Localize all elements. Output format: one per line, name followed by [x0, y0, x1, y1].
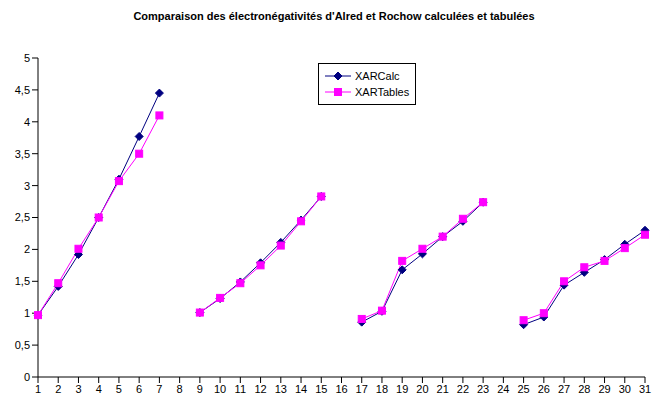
svg-text:19: 19: [396, 383, 408, 395]
svg-text:24: 24: [497, 383, 509, 395]
svg-text:3: 3: [24, 180, 30, 192]
svg-text:25: 25: [517, 383, 529, 395]
svg-text:9: 9: [197, 383, 203, 395]
svg-text:23: 23: [477, 383, 489, 395]
svg-text:3: 3: [75, 383, 81, 395]
svg-text:5: 5: [116, 383, 122, 395]
svg-text:18: 18: [376, 383, 388, 395]
html-text:XARTables: XARTables: [355, 86, 410, 98]
svg-text:28: 28: [578, 383, 590, 395]
svg-text:1: 1: [35, 383, 41, 395]
svg-text:16: 16: [335, 383, 347, 395]
svg-text:12: 12: [254, 383, 266, 395]
svg-text:5: 5: [24, 52, 30, 64]
svg-text:17: 17: [356, 383, 368, 395]
svg-text:4: 4: [24, 116, 30, 128]
svg-text:10: 10: [214, 383, 226, 395]
html-text:Comparaison des électronégativ: Comparaison des électronégativités d'Alr…: [133, 10, 535, 22]
svg-text:21: 21: [437, 383, 449, 395]
svg-text:3,5: 3,5: [15, 148, 30, 160]
svg-text:2,5: 2,5: [15, 211, 30, 223]
svg-text:31: 31: [639, 383, 651, 395]
svg-text:29: 29: [598, 383, 610, 395]
svg-text:14: 14: [295, 383, 307, 395]
svg-text:22: 22: [457, 383, 469, 395]
svg-text:0,5: 0,5: [15, 339, 30, 351]
svg-text:20: 20: [416, 383, 428, 395]
svg-text:6: 6: [136, 383, 142, 395]
svg-text:1: 1: [24, 307, 30, 319]
svg-text:30: 30: [619, 383, 631, 395]
svg-text:4,5: 4,5: [15, 84, 30, 96]
svg-text:26: 26: [538, 383, 550, 395]
svg-text:27: 27: [558, 383, 570, 395]
svg-text:11: 11: [235, 383, 246, 395]
svg-text:4: 4: [96, 383, 102, 395]
svg-text:1,5: 1,5: [15, 275, 30, 287]
svg-text:13: 13: [275, 383, 287, 395]
svg-text:15: 15: [315, 383, 327, 395]
svg-text:2: 2: [24, 243, 30, 255]
html-text:XARCalc: XARCalc: [355, 70, 400, 82]
svg-text:7: 7: [156, 383, 162, 395]
svg-text:2: 2: [55, 383, 61, 395]
svg-text:0: 0: [24, 371, 30, 383]
svg-text:8: 8: [177, 383, 183, 395]
